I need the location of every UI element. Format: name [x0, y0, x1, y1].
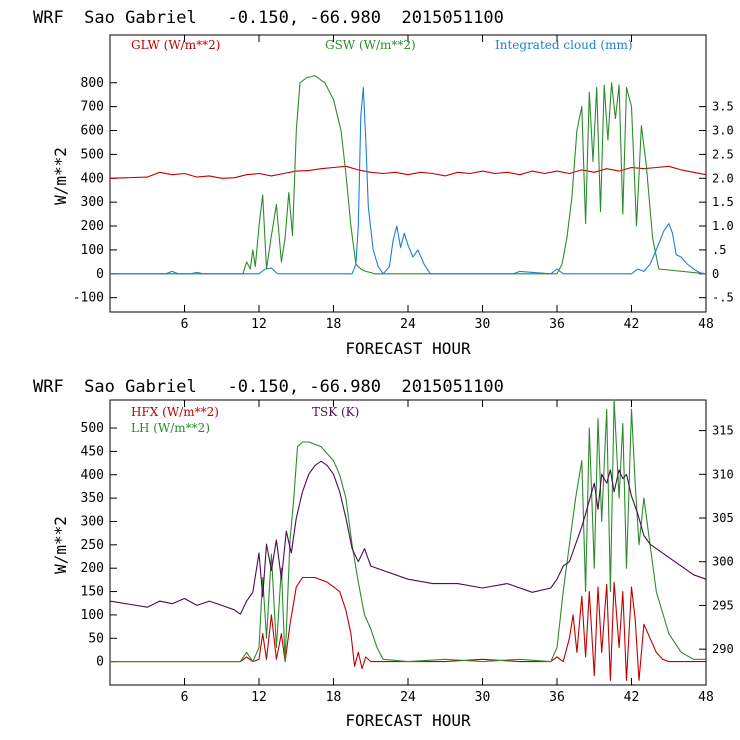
y-tick-label: 500	[81, 421, 104, 436]
x-tick-label: 12	[251, 690, 267, 705]
legend-lh: LH (W/m**2)	[131, 421, 210, 435]
panel-2-y2-ticks: 290 295 300 305 310 315	[699, 424, 734, 656]
x-tick-label: 12	[251, 317, 267, 332]
y2-tick-label: 1.5	[712, 195, 734, 209]
series-line-lh	[110, 399, 706, 663]
y-tick-label: 600	[81, 124, 104, 139]
y-tick-label: 300	[81, 195, 104, 210]
y-tick-label: -100	[73, 291, 104, 306]
y-tick-label: 500	[81, 147, 104, 162]
x-tick-label: 18	[326, 690, 342, 705]
panel-1-x-label: FORECAST HOUR	[345, 339, 471, 358]
y2-tick-label: 290	[712, 642, 734, 656]
x-tick-label: 42	[624, 317, 640, 332]
panel-2-series	[109, 399, 707, 681]
y-tick-label: 0	[96, 655, 104, 670]
panel-2-y-label: W/m**2	[51, 516, 70, 574]
y-tick-label: 400	[81, 171, 104, 186]
legend-tsk: TSK (K)	[312, 405, 359, 419]
y2-tick-label: 0	[712, 267, 719, 281]
legend-gsw: GSW (W/m**2)	[325, 38, 416, 52]
surface-flux-panel: WRF Sao Gabriel -0.150, -66.980 20150511…	[33, 377, 734, 730]
panel-1-y2-ticks: -.5 0 .5 1.0 1.5 2.0 2.5 3.0 3.5	[699, 100, 734, 305]
panel-2-title: WRF Sao Gabriel -0.150, -66.980 20150511…	[33, 377, 504, 397]
y-tick-label: 50	[88, 631, 104, 646]
y2-tick-label: 310	[712, 467, 734, 481]
x-tick-label: 24	[400, 317, 416, 332]
x-tick-label: 6	[181, 690, 189, 705]
series-line-tsk	[109, 460, 707, 615]
x-tick-label: 18	[326, 317, 342, 332]
y-tick-label: 700	[81, 100, 104, 115]
y2-tick-label: .5	[712, 243, 726, 257]
y-tick-label: 400	[81, 468, 104, 483]
y2-tick-label: 1.0	[712, 219, 734, 233]
x-tick-label: 36	[549, 317, 565, 332]
y-tick-label: 800	[81, 76, 104, 91]
panel-2-legend: HFX (W/m**2) LH (W/m**2) TSK (K)	[131, 405, 359, 435]
x-tick-label: 24	[400, 690, 416, 705]
panel-1-legend: GLW (W/m**2) GSW (W/m**2) Integrated clo…	[131, 38, 633, 52]
panel-2-x-label: FORECAST HOUR	[345, 711, 471, 730]
y2-tick-label: -.5	[712, 291, 734, 305]
x-tick-label: 30	[475, 317, 491, 332]
panel-1-title: WRF Sao Gabriel -0.150, -66.980 20150511…	[33, 8, 504, 28]
x-tick-label: 42	[624, 690, 640, 705]
y-tick-label: 0	[96, 267, 104, 282]
y-tick-label: 100	[81, 243, 104, 258]
y-tick-label: 300	[81, 514, 104, 529]
series-line-gsw	[110, 75, 707, 275]
y2-tick-label: 305	[712, 511, 734, 525]
y-tick-label: 350	[81, 491, 104, 506]
y-tick-label: 200	[81, 561, 104, 576]
panel-1-x-ticks: 6 12 18 24 30 36 42 48	[181, 35, 714, 332]
radiation-cloud-panel: WRF Sao Gabriel -0.150, -66.980 20150511…	[33, 8, 734, 358]
y2-tick-label: 3.5	[712, 100, 734, 114]
y-tick-label: 450	[81, 444, 104, 459]
panel-2-x-ticks: 6 12 18 24 30 36 42 48	[181, 400, 714, 705]
y2-tick-label: 3.0	[712, 124, 734, 138]
series-line-hfx	[110, 576, 706, 681]
legend-cloud: Integrated cloud (mm)	[495, 38, 633, 52]
legend-hfx: HFX (W/m**2)	[131, 405, 219, 419]
x-tick-label: 48	[698, 690, 714, 705]
x-tick-label: 30	[475, 690, 491, 705]
panel-1-series	[109, 75, 707, 275]
y-tick-label: 100	[81, 608, 104, 623]
y2-tick-label: 295	[712, 598, 734, 612]
x-tick-label: 36	[549, 690, 565, 705]
x-tick-label: 6	[181, 317, 189, 332]
series-line-glw	[109, 165, 707, 179]
y2-tick-label: 2.5	[712, 147, 734, 161]
y2-tick-label: 300	[712, 555, 734, 569]
y-tick-label: 250	[81, 538, 104, 553]
y-tick-label: 150	[81, 585, 104, 600]
panel-1-y-label: W/m**2	[51, 147, 70, 205]
panel-2-y-ticks: 0 50 100 150 200 250 300 350 400 450 500	[81, 421, 117, 670]
x-tick-label: 48	[698, 317, 714, 332]
panel-1-y-ticks: -100 0 100 200 300 400 500 600 700 800	[73, 76, 117, 306]
legend-glw: GLW (W/m**2)	[131, 38, 220, 52]
series-line-integrated	[110, 86, 707, 275]
y2-tick-label: 315	[712, 424, 734, 438]
y-tick-label: 200	[81, 219, 104, 234]
panel-1-frame	[109, 34, 707, 313]
y2-tick-label: 2.0	[712, 171, 734, 185]
